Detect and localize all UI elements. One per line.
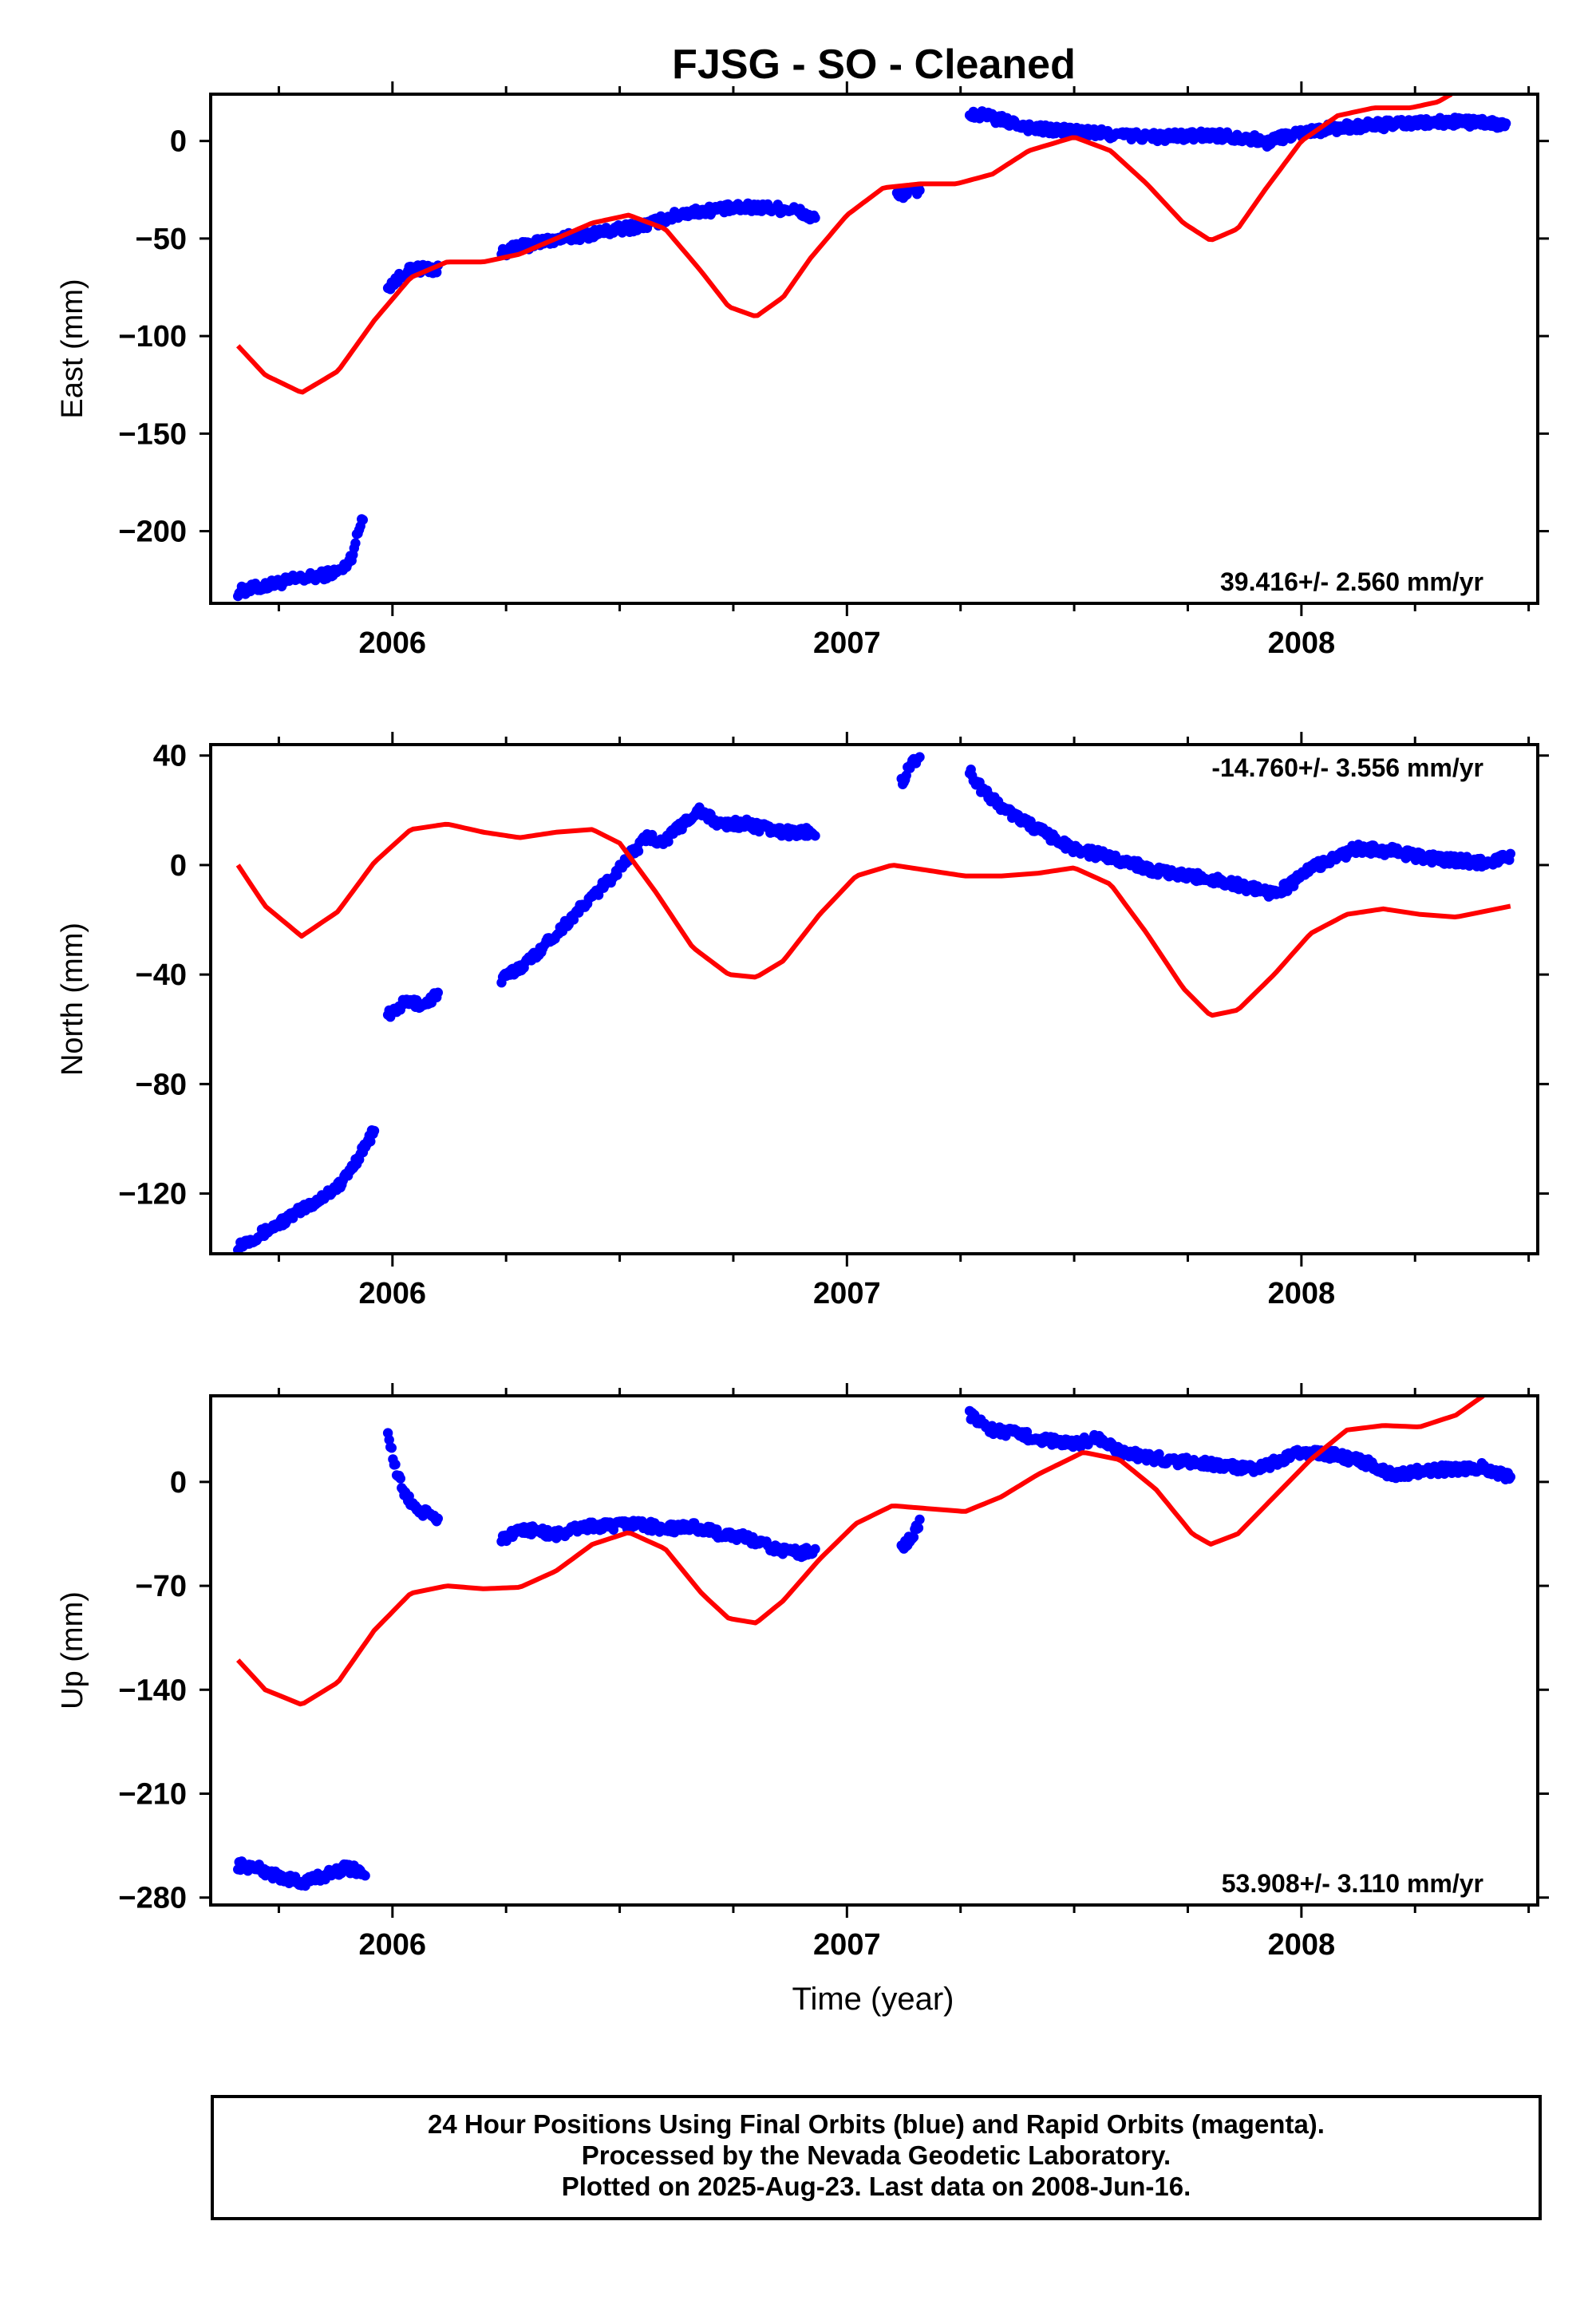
data-point	[433, 987, 443, 998]
x-tick-label: 2007	[813, 1277, 881, 1310]
y-tick-label: −140	[118, 1674, 187, 1707]
y-axis-label: North (mm)	[56, 923, 89, 1076]
data-point	[915, 185, 925, 196]
footer-line-2: Processed by the Nevada Geodetic Laborat…	[582, 2140, 1171, 2170]
data-points	[233, 1405, 1516, 1891]
data-points	[233, 752, 1516, 1254]
model-curve	[235, 94, 1453, 395]
plot-frame	[209, 1394, 1539, 1907]
data-point	[915, 752, 925, 762]
x-tick-label: 2006	[359, 626, 427, 660]
y-tick-label: −40	[136, 958, 187, 992]
data-point	[810, 1543, 820, 1555]
data-point	[390, 1459, 401, 1470]
data-point	[369, 1125, 380, 1136]
data-point	[358, 515, 368, 525]
y-tick-label: −80	[136, 1068, 187, 1101]
data-point	[633, 846, 644, 856]
data-point	[1505, 1472, 1516, 1482]
x-tick-label: 2008	[1268, 626, 1336, 660]
footer-line-3: Plotted on 2025-Aug-23. Last data on 200…	[562, 2172, 1191, 2201]
x-tick-label: 2008	[1268, 1928, 1336, 1962]
y-axis-label: East (mm)	[56, 279, 89, 418]
data-point	[360, 1871, 370, 1881]
data-point	[365, 1136, 376, 1147]
x-tick-label: 2008	[1268, 1277, 1336, 1310]
data-point	[810, 831, 820, 841]
x-axis-label: Time (year)	[792, 1982, 954, 2017]
footer-line-1: 24 Hour Positions Using Final Orbits (bl…	[428, 2109, 1325, 2139]
rate-annotation: -14.760+/- 3.556 mm/yr	[1211, 753, 1483, 782]
data-point	[915, 1514, 925, 1525]
data-point	[1505, 848, 1516, 860]
data-point	[433, 1513, 443, 1524]
y-tick-label: −120	[118, 1178, 187, 1211]
model-curve	[235, 821, 1511, 1018]
rate-annotation: 39.416+/- 2.560 mm/yr	[1220, 567, 1483, 596]
x-tick-label: 2006	[359, 1277, 427, 1310]
y-tick-label: 0	[170, 849, 187, 883]
y-tick-label: −200	[118, 516, 187, 549]
rate-annotation: 53.908+/- 3.110 mm/yr	[1222, 1869, 1483, 1898]
y-tick-label: 0	[170, 125, 187, 159]
y-tick-label: −210	[118, 1777, 187, 1811]
y-tick-label: −280	[118, 1882, 187, 1915]
y-tick-label: −50	[136, 223, 187, 256]
data-points	[233, 106, 1511, 602]
data-point	[908, 1531, 919, 1543]
y-tick-label: 0	[170, 1466, 187, 1500]
model-curve	[235, 1396, 1485, 1707]
data-point	[350, 538, 361, 548]
up-panel: 0 −70 −140 −210 −280 2006 2007 2008 Up (mm) 53.90…	[56, 1383, 1549, 1962]
footer-box: 24 Hour Positions Using Final Orbits (bl…	[211, 2095, 1542, 2220]
plot-frame	[209, 93, 1539, 605]
x-tick-label: 2007	[813, 626, 881, 660]
plot-frame	[209, 743, 1539, 1255]
y-tick-label: 40	[153, 740, 187, 773]
y-axis-label: Up (mm)	[56, 1591, 89, 1709]
y-tick-label: −70	[136, 1570, 187, 1603]
data-point	[1500, 118, 1511, 128]
data-point	[395, 1473, 405, 1484]
data-point	[810, 212, 820, 223]
y-tick-label: −100	[118, 320, 187, 354]
y-tick-label: −150	[118, 417, 187, 451]
data-point	[913, 1523, 924, 1533]
data-point	[386, 1443, 397, 1453]
x-tick-label: 2006	[359, 1928, 427, 1962]
figure-title: FJSG - SO - Cleaned	[672, 41, 1076, 88]
data-point	[384, 1434, 394, 1445]
x-tick-label: 2007	[813, 1928, 881, 1962]
north-panel: 40 0 −40 −80 −120 2006 2007 2008 North (mm) -14.7…	[56, 732, 1549, 1310]
east-panel: 0 −50 −100 −150 −200 2006 2007 2008 East (mm) 39.…	[56, 81, 1549, 660]
